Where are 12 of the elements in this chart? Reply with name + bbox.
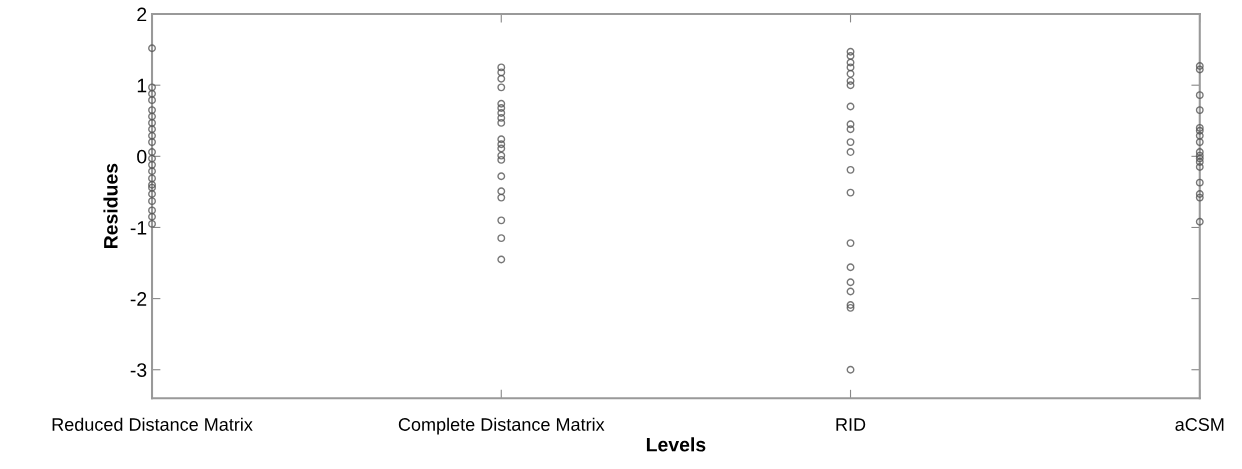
y-tick-label: 0 <box>137 149 147 164</box>
x-tick-label: RID <box>836 418 866 431</box>
x-tick-label: Reduced Distance Matrix <box>52 417 253 431</box>
y-axis-title: Residues <box>103 163 118 249</box>
x-tick-label: Complete Distance Matrix <box>398 417 605 435</box>
y-tick-label: -1 <box>130 221 147 235</box>
x-tick-label: aCSM <box>1175 418 1224 431</box>
y-tick-label: 1 <box>137 78 147 93</box>
y-tick-label: -2 <box>130 292 147 306</box>
x-axis-title: Levels <box>646 437 706 452</box>
y-tick-label: -3 <box>130 363 147 377</box>
y-tick-label: 2 <box>137 7 147 22</box>
